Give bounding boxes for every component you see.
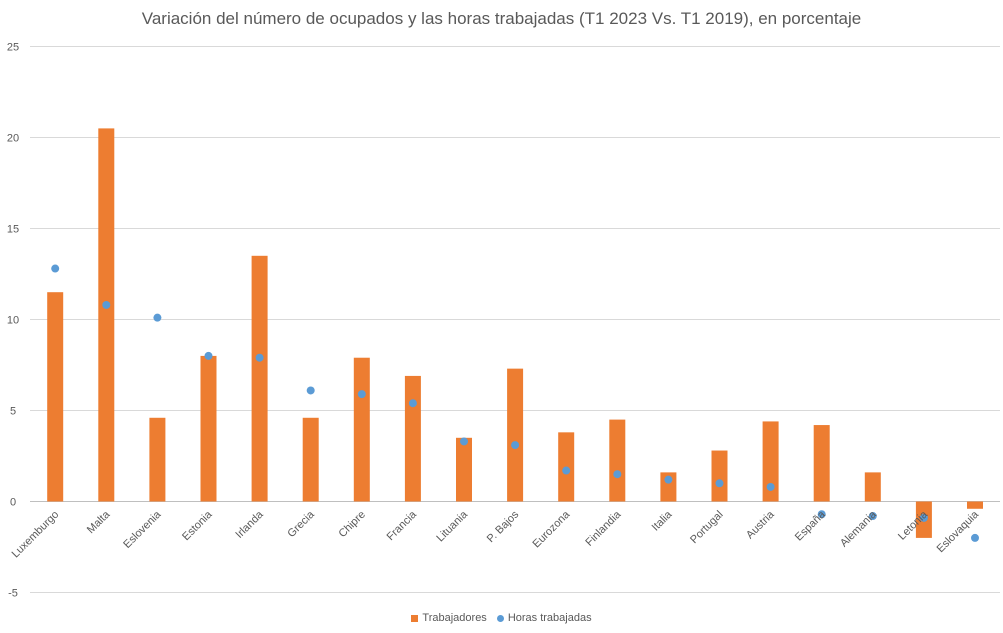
legend-label-trabajadores: Trabajadores [422, 612, 487, 624]
bar-trabajadores [456, 437, 472, 502]
bar-trabajadores [507, 368, 524, 502]
x-tick-label: Eslovaquia [935, 508, 982, 555]
point-horas-trabajadas [613, 470, 622, 479]
bar-trabajadores [302, 417, 319, 502]
point-horas-trabajadas [511, 441, 520, 450]
point-horas-trabajadas [971, 533, 979, 542]
x-tick-label: Alemania [838, 508, 880, 550]
point-horas-trabajadas [766, 482, 775, 491]
chart-title: Variación del número de ocupados y las h… [141, 9, 862, 28]
point-horas-trabajadas [817, 510, 826, 519]
bar-trabajadores [98, 128, 115, 502]
x-tick-label: Malta [85, 508, 113, 536]
y-tick-label: -5 [8, 588, 18, 600]
x-tick-label: España [793, 508, 828, 543]
bar-trabajadores [149, 417, 166, 502]
legend-swatch-bar [411, 614, 419, 622]
point-horas-trabajadas [715, 479, 724, 488]
bar-trabajadores [967, 501, 983, 509]
x-tick-label: Luxemburgo [10, 509, 62, 561]
point-horas-trabajadas [255, 353, 264, 362]
x-tick-label: Austria [744, 508, 777, 541]
y-tick-label: 0 [10, 497, 16, 509]
x-tick-label: Italia [650, 508, 676, 534]
bar-trabajadores [864, 472, 881, 502]
bar-trabajadores [711, 450, 728, 502]
x-tick-label: Eslovenia [121, 508, 164, 551]
point-horas-trabajadas [868, 512, 877, 521]
y-tick-label: 15 [7, 224, 19, 236]
point-horas-trabajadas [51, 264, 60, 273]
bar-trabajadores [47, 292, 64, 502]
point-horas-trabajadas [664, 475, 673, 484]
x-tick-label: P. Bajos [485, 508, 522, 545]
bar-trabajadores [762, 421, 779, 502]
point-horas-trabajadas [460, 437, 468, 446]
legend-swatch-dot [496, 614, 504, 622]
x-tick-label: Irlanda [233, 508, 266, 541]
point-horas-trabajadas [153, 313, 162, 322]
point-horas-trabajadas [919, 513, 928, 522]
x-tick-label: Grecia [285, 508, 317, 540]
y-tick-label: 5 [10, 406, 16, 418]
y-tick-label: 20 [7, 133, 19, 145]
legend-label-horas: Horas trabajadas [507, 612, 592, 624]
point-horas-trabajadas [306, 386, 315, 395]
bar-trabajadores [404, 375, 421, 502]
x-tick-label: Chipre [337, 509, 368, 540]
bar-trabajadores [609, 419, 626, 502]
x-tick-label: Finlandia [583, 508, 624, 549]
bar-trabajadores [813, 425, 830, 502]
x-tick-label: Eurozona [531, 508, 573, 550]
point-horas-trabajadas [102, 300, 111, 309]
y-tick-label: 25 [7, 42, 19, 54]
point-horas-trabajadas [357, 390, 366, 399]
chart-legend: Trabajadores Horas trabajadas [0, 612, 1003, 624]
legend-item-trabajadores: Trabajadores [411, 612, 487, 624]
point-horas-trabajadas [408, 399, 417, 408]
y-tick-label: 10 [7, 315, 19, 327]
point-horas-trabajadas [204, 351, 213, 360]
x-tick-label: Francia [385, 508, 420, 543]
bar-trabajadores [251, 255, 268, 502]
bar-trabajadores [353, 357, 370, 502]
bar-trabajadores [200, 355, 217, 502]
point-horas-trabajadas [562, 466, 571, 475]
x-tick-label: Estonia [180, 508, 215, 543]
legend-item-horas: Horas trabajadas [496, 612, 592, 624]
x-tick-label: Portugal [688, 509, 725, 546]
x-tick-label: Lituania [434, 508, 470, 544]
